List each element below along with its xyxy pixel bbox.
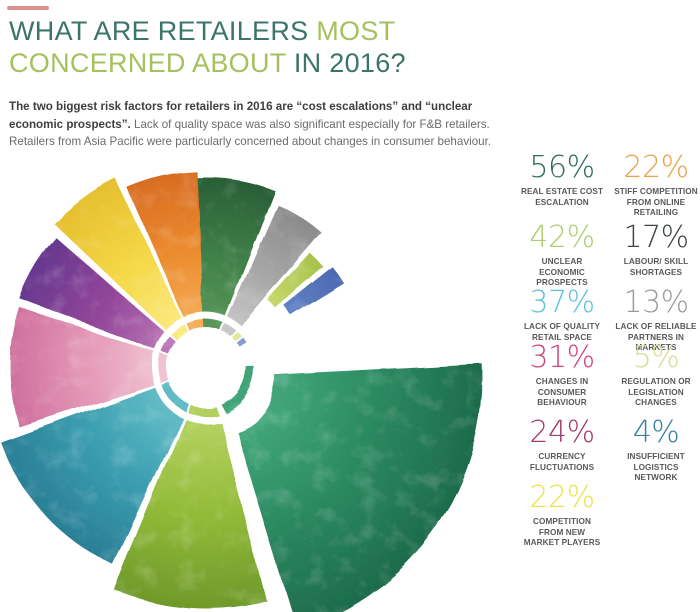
page-title: WHAT ARE RETAILERS MOST CONCERNED ABOUT … [9,16,429,79]
corner-mark [7,6,49,10]
title-segment-accent: CONCERNED ABOUT [9,47,294,78]
legend-item-consumer-behaviour: 31% CHANGES IN CONSUMER BEHAVIOUR [516,343,608,409]
legend-value-quality-retail-space: 37% [529,285,595,320]
wedge-online-retailing [127,172,204,318]
legend-value-labour-skill: 17% [623,220,689,255]
wedge-labour-skill [196,178,276,317]
concern-rose-chart [0,148,512,612]
legend-item-currency-fluctuations: 24% CURRENCY FLUCTUATIONS [516,418,608,473]
wedge-sliver-real-estate-cost [221,366,255,413]
wedge-sliver-online-retailing [186,320,205,332]
wedge-unclear-economic [114,418,267,609]
intro-bold-text: The two biggest risk factors for retaile… [9,100,473,131]
legend-label-new-market-players: COMPETITION FROM NEW MARKET PLAYERS [523,517,601,548]
legend-item-new-market-players: 22% COMPETITION FROM NEW MARKET PLAYERS [516,483,608,549]
chart-legend: 56% REAL ESTATE COST ESCALATION 42% UNCLEAR… [516,0,700,612]
legend-label-currency-fluctuations: CURRENCY FLUCTUATIONS [529,452,595,472]
legend-value-new-market-players: 22% [529,480,595,515]
page-title-line1: WHAT ARE RETAILERS MOST [9,16,429,48]
legend-value-unclear-economic: 42% [529,220,595,255]
title-segment: IN 2016? [293,47,406,78]
title-segment-accent: MOST [316,16,396,46]
wedge-quality-retail-space [1,386,183,566]
wedge-reliable-partners [228,205,322,327]
legend-value-online-retailing: 22% [623,150,689,185]
legend-label-quality-retail-space: LACK OF QUALITY RETAIL SPACE [523,322,601,342]
legend-value-regulation-changes: 5% [632,340,680,375]
legend-item-quality-retail-space: 37% LACK OF QUALITY RETAIL SPACE [516,288,608,343]
legend-label-consumer-behaviour: CHANGES IN CONSUMER BEHAVIOUR [535,377,589,408]
legend-item-real-estate-cost: 56% REAL ESTATE COST ESCALATION [516,153,608,208]
legend-item-reliable-partners: 13% LACK OF RELIABLE PARTNERS IN MARKETS [610,288,700,354]
legend-item-online-retailing: 22% STIFF COMPETITION FROM ONLINE RETAILI… [610,153,700,219]
intro-regular-text: Lack of quality space was also significa… [9,117,492,149]
wedge-sliver-unclear-economic [187,405,218,417]
legend-value-logistics-network: 4% [632,415,680,450]
legend-item-regulation-changes: 5% REGULATION OR LEGISLATION CHANGES [610,343,700,409]
legend-label-real-estate-cost: REAL ESTATE COST ESCALATION [520,187,604,207]
wedge-sliver-labour-skill [203,320,224,331]
intro-paragraph: The two biggest risk factors for retaile… [9,98,509,151]
legend-label-labour-skill: LABOUR/ SKILL SHORTAGES [623,257,689,277]
legend-label-logistics-network: INSUFFICIENT LOGISTICS NETWORK [627,452,685,483]
legend-value-consumer-behaviour: 31% [529,340,595,375]
wedge-new-market-players [53,178,183,331]
title-segment: WHAT ARE RETAILERS [9,16,317,46]
legend-label-online-retailing: STIFF COMPETITION FROM ONLINE RETAILING [614,187,698,218]
wedge-currency-fluctuations [18,236,165,349]
wedge-sliver-quality-retail-space [160,381,190,412]
wedge-regulation-changes [268,253,324,309]
legend-value-reliable-partners: 13% [623,285,689,320]
wedge-sliver-reliable-partners [222,324,238,338]
wedge-sliver-new-market-players [171,324,189,341]
legend-label-reliable-partners: LACK OF RELIABLE PARTNERS IN MARKETS [615,322,697,353]
legend-value-currency-fluctuations: 24% [529,415,595,450]
legend-label-regulation-changes: REGULATION OR LEGISLATION CHANGES [621,377,691,408]
legend-label-unclear-economic: UNCLEAR ECONOMIC PROSPECTS [536,257,588,288]
wedge-logistics-network [284,267,345,316]
legend-item-logistics-network: 4% INSUFFICIENT LOGISTICS NETWORK [610,418,700,484]
wedge-sliver-regulation-changes [233,332,243,342]
wedge-consumer-behaviour [10,307,154,427]
wedge-sliver-consumer-behaviour [157,353,168,383]
legend-item-labour-skill: 17% LABOUR/ SKILL SHORTAGES [610,223,700,278]
rose-chart-svg [1,172,483,612]
wedge-sliver-logistics-network [237,338,247,348]
wedge-real-estate-cost [236,364,483,612]
legend-value-real-estate-cost: 56% [529,150,595,185]
wedge-sliver-currency-fluctuations [161,336,176,354]
legend-item-unclear-economic: 42% UNCLEAR ECONOMIC PROSPECTS [516,223,608,289]
page-title-line2: CONCERNED ABOUT IN 2016? [9,48,429,80]
